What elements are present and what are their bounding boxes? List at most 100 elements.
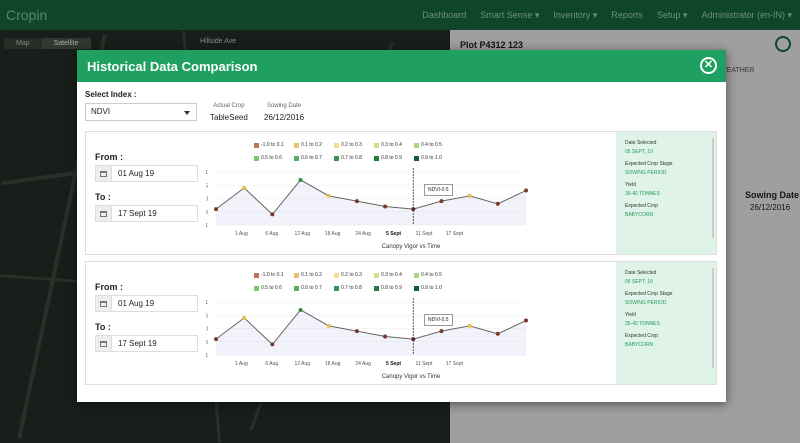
legend-item: 0.5 to 0.6 [254,285,294,291]
sowing-date-info: Sowing Date 26/12/2016 [264,103,304,122]
series-area [216,309,526,355]
data-point [411,207,416,212]
series-area [216,179,526,225]
legend-label: 0.8 to 0.9 [381,155,402,161]
legend-label: 0.3 to 0.4 [381,142,402,148]
legend-swatch [294,155,299,161]
nav-smart-sense[interactable]: Smart Sense ▾ [480,9,540,20]
data-point [242,185,247,190]
y-tick-label: 0 [206,327,208,333]
x-tick-label: 12 Aug [294,231,310,237]
data-point [270,342,275,347]
legend-item: 0.1 to 0.2 [294,272,334,278]
crop-stage-label: Expected Crop Stage [625,291,673,297]
close-icon[interactable]: ✕ [700,57,717,74]
date-range-panel: From : 01 Aug 19 To : 17 Sept 19 [86,132,206,254]
index-select[interactable]: NDVI [85,103,197,121]
legend-label: -1.0 to 0.1 [261,272,284,278]
to-date-input[interactable]: 17 Sept 19 [95,335,198,352]
chevron-down-icon [184,111,190,115]
chart-tooltip: NDVI-0.5 [424,184,453,196]
tab-satellite[interactable]: Satellite [41,38,91,49]
from-date-value: 01 Aug 19 [118,169,155,178]
y-tick-label: 0.5 [206,183,208,189]
yield-label: Yield [625,312,636,318]
expected-crop-label: Expected Crop [625,203,659,209]
data-point [439,199,444,204]
calendar-icon [96,336,112,351]
legend-swatch [374,272,379,278]
nav-setup[interactable]: Setup ▾ [656,9,688,20]
crop-stage-value: SOWING PERIOD [625,300,667,306]
from-date-value: 01 Aug 19 [118,299,155,308]
chart-caption: Canopy Vigor vs Time [381,374,441,380]
nav-dashboard[interactable]: Dashboard [422,10,467,20]
scrollbar[interactable] [712,268,714,368]
data-point [354,329,359,334]
to-label: To : [95,322,111,332]
legend-swatch [414,142,419,148]
sowing-date-text: 26/12/2016 [264,113,305,122]
data-point [383,204,388,209]
expected-crop-value: BABYCORN [625,212,654,218]
data-point [326,323,331,328]
x-tick-label: 6 Aug [265,361,278,367]
sowing-date-value: 26/12/2016 [750,203,791,212]
y-tick-label: 0.5 [206,313,208,319]
x-tick-label: 11 Sept [416,231,433,237]
legend-label: 0.5 to 0.6 [261,155,282,161]
legend-label: 0.2 to 0.3 [341,142,362,148]
legend-label: 0.1 to 0.2 [301,272,322,278]
data-point [439,329,444,334]
legend-item: 0.6 to 0.7 [294,155,334,161]
ndvi-chart: -1.0 to 0.1 0.1 to 0.2 0.2 to 0.3 0.3 to 0.… [206,262,616,384]
panel-close-icon[interactable] [775,36,791,52]
legend-item: -1.0 to 0.1 [254,142,294,148]
legend-item: 0.2 to 0.3 [334,142,374,148]
x-tick-label: 5 Sept [386,231,401,237]
data-point [298,307,303,312]
brand-logo[interactable]: Cropin [6,7,48,23]
data-point [270,212,275,217]
x-tick-label: 12 Aug [294,361,310,367]
date-selected-value: 05 SEPT, 19 [625,149,653,155]
data-point [495,331,500,336]
x-tick-label: 1 Aug [235,231,248,237]
index-selector: Select Index : NDVI [85,90,197,121]
date-selected-label: Date Selected [625,270,657,276]
select-index-label: Select Index : [85,90,137,99]
legend-item: 0.3 to 0.4 [374,272,414,278]
ndvi-chart: -1.0 to 0.1 0.1 to 0.2 0.2 to 0.3 0.3 to 0.… [206,132,616,254]
scrollbar[interactable] [712,138,714,238]
date-selected-label: Date Selected [625,140,657,146]
chart-legend: -1.0 to 0.1 0.1 to 0.2 0.2 to 0.3 0.3 to 0.… [254,272,454,298]
y-tick-label: -1 [206,223,208,229]
expected-crop-value: BABYCORN [625,342,654,348]
legend-swatch [334,155,339,161]
legend-swatch [254,272,259,278]
tab-map[interactable]: Map [4,38,42,49]
from-date-input[interactable]: 01 Aug 19 [95,295,198,312]
yield-value: 35-40 TONNES [625,321,660,327]
x-tick-label: 6 Aug [265,231,278,237]
data-point [214,207,218,212]
x-tick-label: 24 Aug [355,361,371,367]
from-date-input[interactable]: 01 Aug 19 [95,165,198,182]
data-point [242,315,247,320]
tab-weather[interactable]: WEATHER [720,67,755,74]
series-line [215,309,527,346]
nav-user-menu[interactable]: Administrator (en-IN) ▾ [701,9,792,20]
legend-label: 0.9 to 1.0 [421,285,442,291]
legend-item: 0.8 to 0.9 [374,285,414,291]
data-point [214,337,218,342]
map-street-label: Hillside Ave [200,38,237,45]
legend-label: 0.7 to 0.8 [341,155,362,161]
legend-label: 0.1 to 0.2 [301,142,322,148]
nav-reports[interactable]: Reports [611,10,643,20]
nav-inventory[interactable]: Inventory ▾ [553,9,598,20]
from-label: From : [95,282,123,292]
yield-value: 35-40 TONNES [625,191,660,197]
to-date-input[interactable]: 17 Sept 19 [95,205,198,222]
legend-swatch [334,142,339,148]
